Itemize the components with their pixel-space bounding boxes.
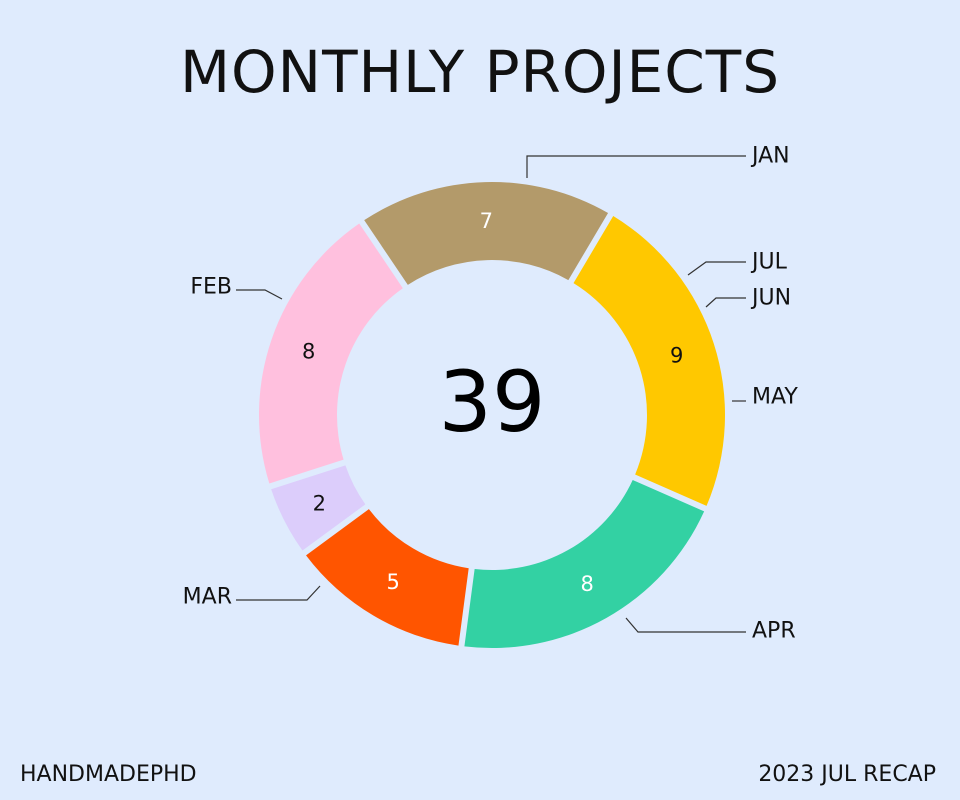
category-label-apr: APR — [752, 619, 796, 644]
value-label-feb: 7 — [480, 209, 493, 233]
category-label-jul: JUL — [750, 250, 788, 275]
slice-may — [306, 509, 469, 646]
slices-layer — [259, 182, 725, 648]
leader-lines-layer — [236, 155, 746, 633]
center-total-label: 39 — [439, 353, 546, 451]
category-label-jun: JUN — [750, 286, 791, 311]
chart-title: MONTHLY PROJECTS — [179, 38, 781, 106]
value-label-may: 5 — [387, 570, 400, 594]
footer-brand: HANDMADEPHD — [20, 762, 197, 787]
value-label-mar: 9 — [670, 344, 683, 368]
slice-jan — [259, 223, 403, 484]
category-label-may: MAY — [752, 385, 798, 410]
category-label-mar: MAR — [183, 585, 232, 610]
value-label-jul: 2 — [313, 491, 326, 515]
leader-line-jun — [705, 297, 746, 308]
slice-apr — [464, 480, 705, 648]
slice-mar — [573, 216, 725, 506]
footer-recap: 2023 JUL RECAP — [758, 762, 936, 787]
value-label-apr: 8 — [581, 572, 594, 596]
slice-jul — [271, 465, 366, 551]
slice-feb — [364, 182, 609, 285]
value-labels-layer: 8 2 5 8 9 7 — [302, 209, 683, 596]
leader-line-mar — [236, 585, 321, 601]
leader-line-apr — [625, 617, 746, 633]
leader-line-jan — [526, 155, 746, 178]
category-label-jan: JAN — [750, 144, 790, 169]
category-labels-layer: JAN JUL JUN MAY APR MAR FEB — [183, 144, 799, 644]
leader-line-feb — [236, 289, 283, 300]
leader-line-jul — [687, 261, 746, 276]
value-label-jan: 8 — [302, 340, 315, 364]
category-label-feb: FEB — [190, 275, 232, 300]
